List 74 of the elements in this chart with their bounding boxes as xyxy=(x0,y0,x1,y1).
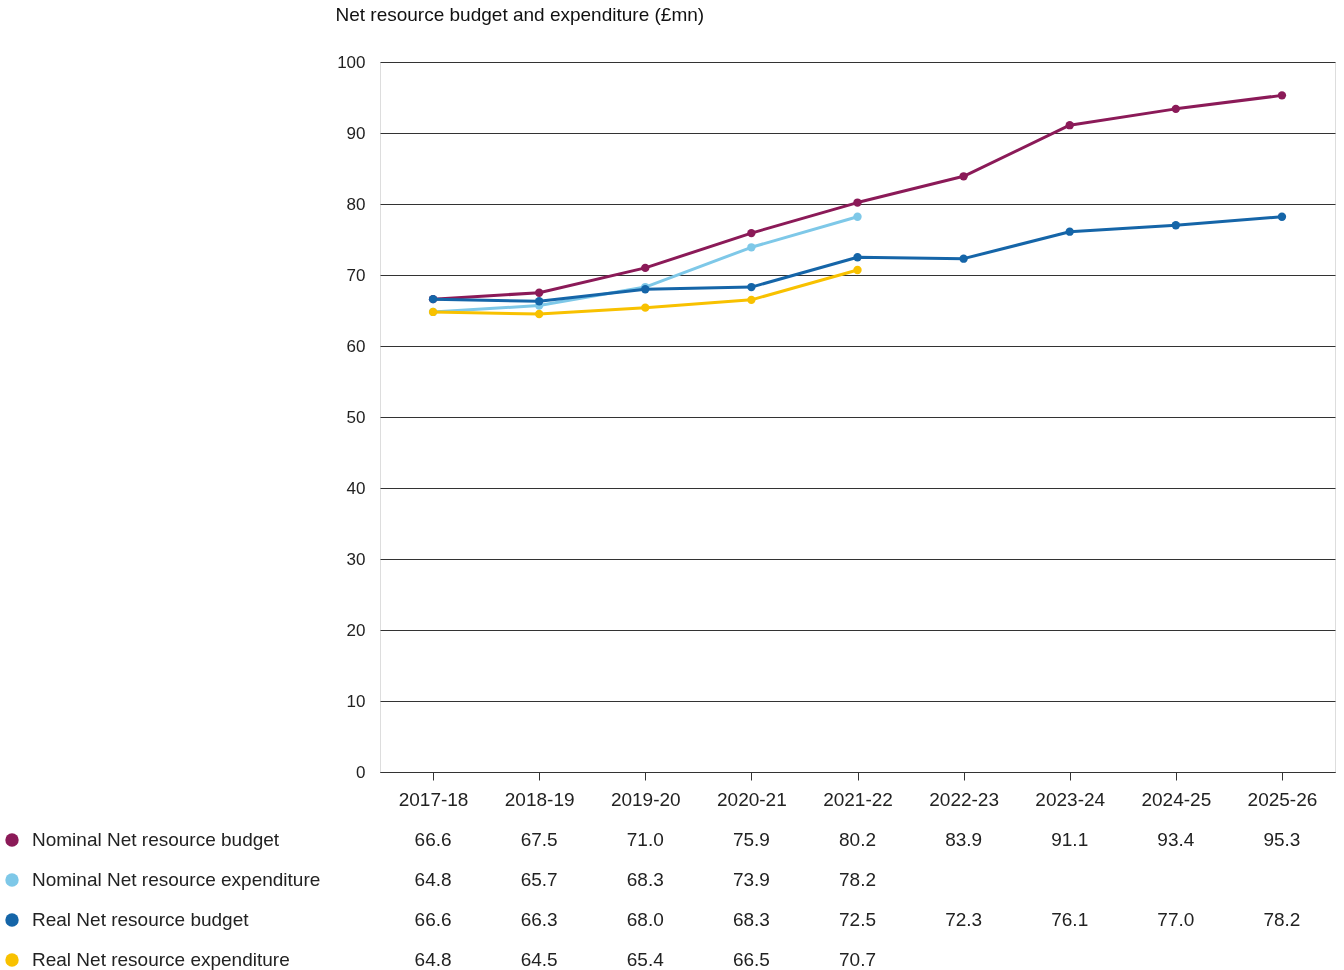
x-tick-label: 2024-25 xyxy=(1141,788,1212,810)
data-label: 80.2 xyxy=(839,829,876,850)
data-label: 76.1 xyxy=(1051,909,1089,930)
x-tick-label: 2023-24 xyxy=(1035,788,1106,810)
x-tick-label: 2025-26 xyxy=(1247,788,1318,810)
data-label: 66.5 xyxy=(732,949,770,970)
data-label: 66.6 xyxy=(414,829,452,850)
point xyxy=(534,309,544,319)
y-axis-title: Net resource budget and expenditure (£mn) xyxy=(335,3,705,25)
y-tick-label: 40 xyxy=(346,478,366,498)
data-label: 83.9 xyxy=(945,829,983,850)
data-label: 78.2 xyxy=(1263,909,1301,930)
data-label: 91.1 xyxy=(1051,829,1089,850)
data-label: 64.8 xyxy=(414,869,452,890)
y-tick-label: 70 xyxy=(346,265,366,285)
data-label: 70.7 xyxy=(839,949,876,970)
point xyxy=(641,263,650,273)
point xyxy=(853,212,862,221)
point xyxy=(747,295,756,305)
data-label: 77.0 xyxy=(1157,909,1195,930)
data-label: 68.3 xyxy=(732,909,770,930)
point xyxy=(853,253,862,262)
point xyxy=(853,198,862,207)
data-label: 68.3 xyxy=(626,869,664,890)
data-label: 75.9 xyxy=(732,829,770,850)
y-tick-label: 0 xyxy=(356,762,366,782)
data-label: 67.5 xyxy=(520,829,558,850)
point xyxy=(959,172,968,181)
y-tick-label: 60 xyxy=(346,336,366,356)
y-tick-label: 80 xyxy=(346,194,366,214)
y-tick-label: 10 xyxy=(346,691,366,711)
x-tick-label: 2020-21 xyxy=(717,788,787,810)
data-label: 73.9 xyxy=(732,869,770,890)
data-label: 93.4 xyxy=(1157,829,1195,850)
point xyxy=(747,282,756,292)
point xyxy=(534,297,544,306)
point xyxy=(747,228,756,238)
y-tick-label: 50 xyxy=(346,407,366,427)
data-label: 64.8 xyxy=(414,949,452,970)
data-label: 71.0 xyxy=(626,829,664,850)
point xyxy=(641,303,650,312)
legend-label: Real Net resource expenditure xyxy=(32,949,290,970)
data-label: 65.7 xyxy=(520,869,558,890)
data-label: 95.3 xyxy=(1263,829,1301,850)
data-label: 64.5 xyxy=(520,949,558,970)
y-tick-label: 20 xyxy=(346,620,366,640)
legend-label: Nominal Net resource expenditure xyxy=(32,869,321,890)
point xyxy=(853,265,862,275)
point xyxy=(1065,227,1074,236)
data-label: 66.6 xyxy=(414,909,452,930)
point xyxy=(1171,221,1181,230)
x-tick-label: 2021-22 xyxy=(823,788,893,810)
x-tick-label: 2022-23 xyxy=(929,788,999,810)
x-tick-label: 2017-18 xyxy=(398,788,469,810)
point xyxy=(959,254,968,263)
data-label: 65.4 xyxy=(626,949,665,970)
legend-label: Real Net resource budget xyxy=(32,909,250,930)
data-label: 72.5 xyxy=(839,909,876,930)
point xyxy=(1277,91,1287,100)
point xyxy=(1277,212,1287,221)
data-label: 72.3 xyxy=(945,909,983,930)
point xyxy=(534,288,544,297)
point xyxy=(1065,121,1074,130)
legend-label: Nominal Net resource budget xyxy=(32,829,280,850)
x-tick-label: 2018-19 xyxy=(504,788,575,810)
data-label: 78.2 xyxy=(839,869,876,890)
point xyxy=(1171,104,1181,114)
data-label: 66.3 xyxy=(520,909,558,930)
data-label: 68.0 xyxy=(626,909,664,930)
point xyxy=(747,243,756,252)
y-tick-label: 30 xyxy=(346,549,366,569)
y-tick-label: 90 xyxy=(346,123,366,143)
y-tick-label: 100 xyxy=(337,52,366,72)
x-tick-label: 2019-20 xyxy=(610,788,681,810)
